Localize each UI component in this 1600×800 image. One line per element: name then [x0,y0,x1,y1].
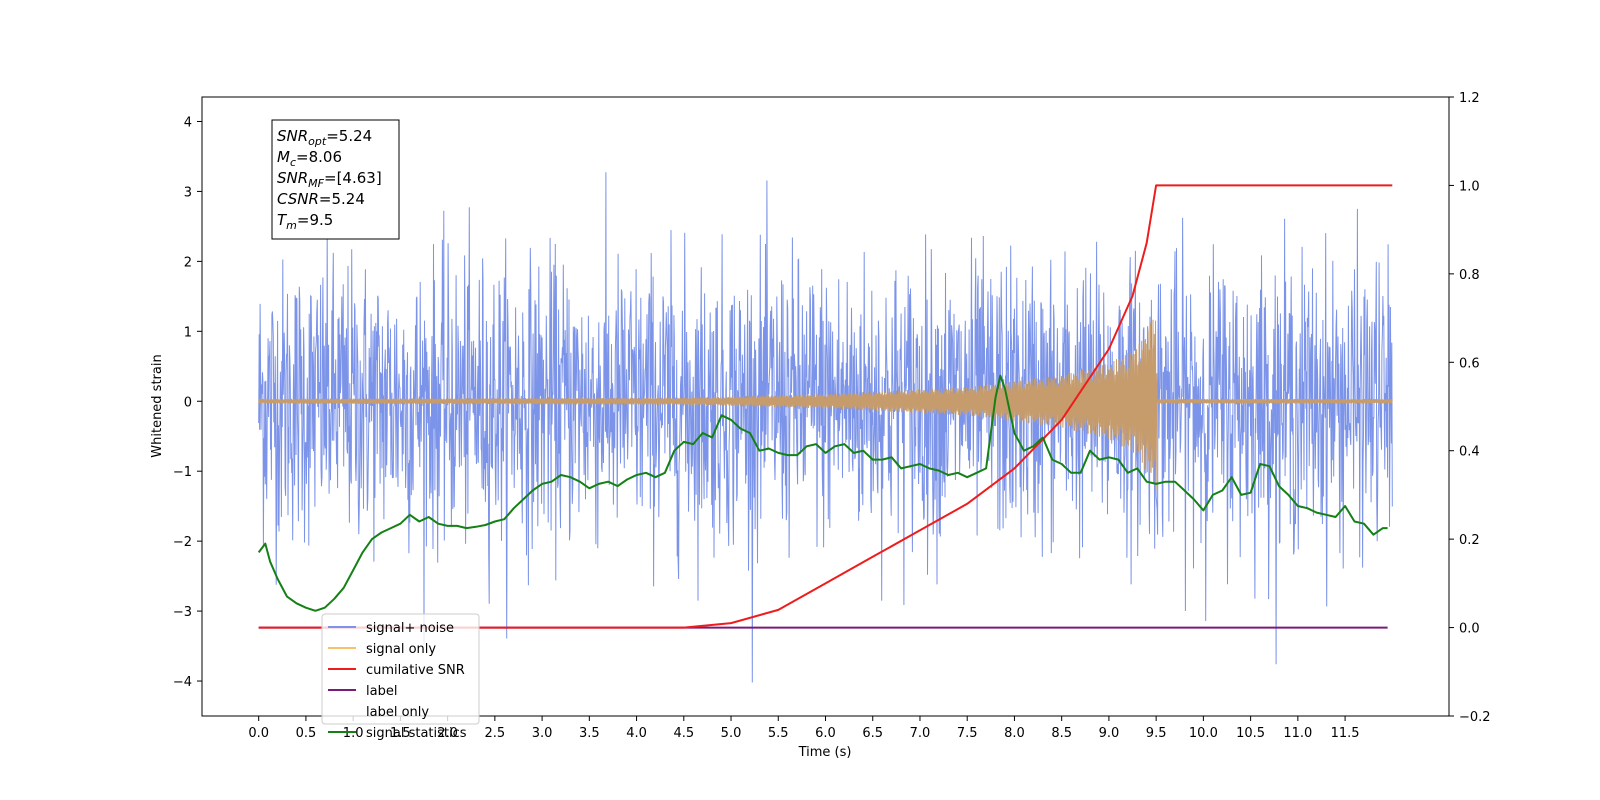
x-tick-label: 10.5 [1236,726,1265,741]
x-tick-label: 6.5 [862,726,883,741]
y-axis-label: Whitened strain [150,354,165,457]
annotation-line: SNRMF=[4.63] [277,169,382,190]
x-tick-label: 11.0 [1283,726,1312,741]
y-left-tick-label: 4 [184,115,192,130]
series-signal-only [258,319,1393,491]
x-tick-label: 0.0 [248,726,269,741]
y-right-tick-label: 0.4 [1459,445,1480,460]
x-tick-label: 5.5 [768,726,789,741]
series-signal-statistics [257,374,1388,612]
annotation-line: SNRopt=5.24 [277,127,372,148]
y-left-tick-label: 0 [184,395,192,410]
y-left-tick-label: 2 [184,255,192,270]
legend-entry: cumilative SNR [366,663,465,678]
annotation-line: Tm=9.5 [277,211,333,232]
x-tick-label: 8.5 [1051,726,1072,741]
annotation-symbol: SNR [277,127,308,145]
x-tick-label: 2.0 [437,726,458,741]
annotation-symbol: CSNR [277,190,319,208]
y-right-tick-label: 0.0 [1459,622,1480,637]
x-tick-label: 11.5 [1331,726,1360,741]
x-tick-label: 3.0 [532,726,553,741]
y-right-tick-label: 1.2 [1459,91,1480,106]
x-tick-label: 2.5 [485,726,506,741]
legend-frame [321,613,480,725]
x-tick-label: 3.5 [579,726,600,741]
x-axis-label: Time (s) [798,745,852,760]
x-tick-label: 6.0 [815,726,836,741]
y-axis-right: 1.2 1.0 0.8 0.6 0.4 0.2 0.0 −0.2 [1449,91,1491,725]
series-cumulative-snr [258,184,1393,629]
annotation-value: =8.06 [296,148,342,166]
y-left-tick-label: 3 [184,185,192,200]
x-tick-label: 4.0 [626,726,647,741]
y-left-tick-label: −4 [173,675,192,690]
y-right-tick-label: 1.0 [1459,179,1480,194]
legend-entry: label only [366,705,429,720]
x-tick-label: 8.0 [1004,726,1025,741]
annotation-subscript: opt [308,135,327,148]
legend-entry: signal+ noise [366,621,454,636]
y-right-tick-label: −0.2 [1459,710,1491,725]
annotation-subscript: MF [308,177,324,190]
x-tick-label: 9.5 [1146,726,1167,741]
legend: signal+ noise signal only cumilative SNR la… [321,613,480,741]
y-left-tick-label: 1 [184,325,192,340]
y-right-tick-label: 0.8 [1459,268,1480,283]
annotation-subscript: c [290,156,296,169]
annotation-symbol: SNR [277,169,308,187]
stats-annotation-box: SNRopt=5.24Mc=8.06SNRMF=[4.63]CSNR=5.24T… [271,119,400,240]
series-signal-plus-noise [258,172,1393,683]
annotation-line: CSNR=5.24 [277,190,365,208]
annotation-value: =[4.63] [324,169,382,187]
y-right-tick-label: 0.6 [1459,356,1480,371]
x-tick-label: 0.5 [296,726,317,741]
x-tick-label: 1.0 [343,726,364,741]
annotation-subscript: m [286,219,297,232]
x-tick-label: 7.0 [910,726,931,741]
x-tick-label: 5.0 [721,726,742,741]
x-tick-label: 1.5 [390,726,411,741]
legend-entry: label [366,684,397,699]
y-left-tick-label: −2 [173,535,192,550]
x-tick-label: 9.0 [1099,726,1120,741]
y-right-tick-label: 0.2 [1459,533,1480,548]
annotation-symbol: T [277,211,288,229]
annotation-value: =5.24 [319,190,365,208]
annotation-value: =5.24 [326,127,372,145]
y-left-tick-label: −1 [173,465,192,480]
legend-entry: signal statistics [366,726,467,741]
x-tick-label: 4.5 [673,726,694,741]
plot-area [257,172,1393,683]
annotation-line: Mc=8.06 [277,148,342,169]
x-tick-label: 7.5 [957,726,978,741]
annotation-symbol: M [277,148,290,166]
legend-entry: signal only [366,642,436,657]
y-axis-left: 4 3 2 1 0 −1 −2 −3 −4 [173,115,202,690]
x-axis: 0.0 0.5 1.0 1.5 2.0 2.5 3.0 3.5 4.0 4.5 5.0 5.5 6.0 6… [248,716,1360,741]
annotation-value: =9.5 [297,211,333,229]
annotation-frame [271,119,400,240]
x-tick-label: 10.0 [1189,726,1218,741]
y-left-tick-label: −3 [173,605,192,620]
